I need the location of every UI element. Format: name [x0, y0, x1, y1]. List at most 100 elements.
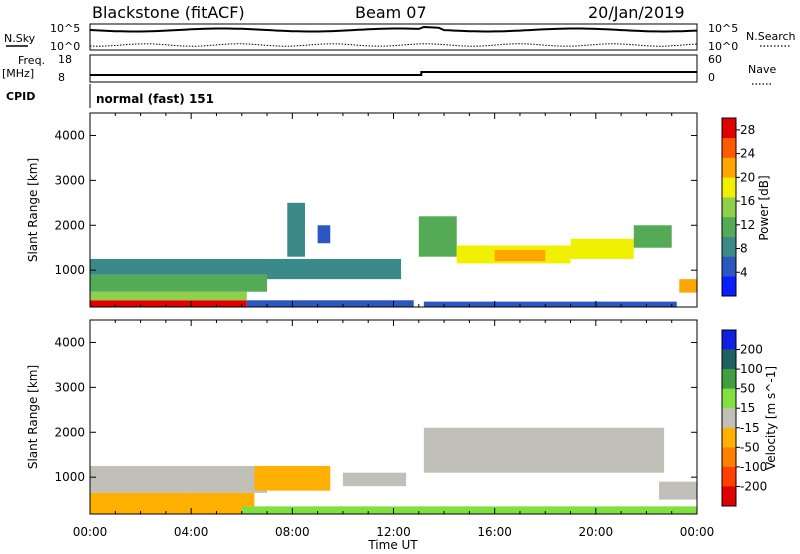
colorbar-tick-label: 50 [740, 382, 755, 396]
power-colorbar-label: Power [dB] [757, 175, 771, 240]
velocity-colorbar-label: Velocity [m s^-1] [764, 366, 778, 470]
beam-title: Beam 07 [355, 3, 427, 22]
noise-tick-left-bottom: 10^0 [50, 40, 80, 53]
x-tick-label: 04:00 [174, 525, 209, 539]
noise-panel: N.Sky 10^5 10^0 10^5 10^0 N.Search [4, 22, 796, 53]
nsky-trace [89, 25, 698, 33]
heatmap-cell [90, 258, 280, 275]
colorbar-frame [721, 329, 737, 507]
colorbar-tick-label: -100 [740, 460, 767, 474]
x-tick-label: 08:00 [275, 525, 310, 539]
colorbar-swatch [722, 427, 736, 448]
cpid-label: CPID [6, 90, 35, 103]
colorbar-swatch [722, 447, 736, 468]
colorbar-swatch [722, 486, 736, 507]
noise-tick-right-top: 10^5 [708, 22, 738, 35]
colorbar-tick-label: 4 [740, 265, 748, 279]
colorbar-swatch [722, 256, 736, 277]
noise-panel-frame [89, 23, 698, 51]
power-heatmap [90, 202, 697, 307]
y-tick-label: 2000 [54, 218, 85, 232]
velocity-ylabel: Slant Range [km] [26, 365, 40, 469]
y-tick-label: 3000 [54, 380, 85, 394]
colorbar-tick-label: 16 [740, 194, 755, 208]
x-axis-label: Time UT [367, 538, 418, 552]
heatmap-cell [90, 291, 247, 301]
colorbar-tick-label: 24 [740, 147, 755, 161]
heatmap-cell [342, 472, 407, 487]
heatmap-cell [423, 427, 665, 473]
nsearch-trace [89, 43, 698, 47]
nave-label: Nave [748, 63, 776, 76]
cpid-panel: CPID normal (fast) 151 [6, 84, 214, 108]
velocity-panel: 1000 2000 3000 4000 Slant Range [km] [26, 319, 698, 515]
y-tick-label: 4000 [54, 335, 85, 349]
date-title: 20/Jan/2019 [588, 3, 685, 22]
colorbar-tick-label: 100 [740, 362, 763, 376]
colorbar-swatch [722, 216, 736, 237]
nave-tick-bottom: 0 [708, 71, 715, 84]
x-tick-labels: 00:00 04:00 08:00 12:00 16:00 20:00 00:00 [73, 525, 715, 539]
x-tick-label: 20:00 [579, 525, 614, 539]
freq-panel-frame [89, 54, 698, 83]
freq-panel: Freq. [MHz] 18 8 60 0 Nave [2, 53, 776, 85]
heatmap-cell [659, 481, 697, 500]
colorbar-swatch [722, 408, 736, 429]
y-tick-label: 2000 [54, 425, 85, 439]
power-panel-frame [89, 112, 698, 308]
colorbar-swatch [722, 197, 736, 218]
colorbar-tick-label: 28 [740, 123, 755, 137]
colorbar-swatch [722, 388, 736, 409]
colorbar-tick-label: -15 [740, 421, 760, 435]
heatmap-cell [494, 249, 546, 262]
heatmap-cell [254, 465, 331, 491]
colorbar-tick-label: 8 [740, 242, 748, 256]
colorbar-swatch [722, 369, 736, 389]
power-colorbar: Power [dB] 4 8 12 16 20 24 28 [721, 117, 771, 297]
nsearch-label: N.Search [746, 30, 796, 43]
colorbar-swatch [722, 236, 736, 257]
noise-tick-left-top: 10^5 [50, 22, 80, 35]
colorbar-swatch [722, 466, 736, 487]
colorbar-swatch [722, 118, 736, 139]
freq-tick-top: 18 [58, 53, 72, 66]
power-ylabel: Slant Range [km] [26, 158, 40, 262]
y-tick-label: 4000 [54, 128, 85, 142]
velocity-colorbar: Velocity [m s^-1] 200 100 50 15 -15 -50 -100 -2… [721, 329, 778, 507]
heatmap-cell [90, 274, 268, 292]
heatmap-cell [90, 492, 255, 514]
colorbar-swatch [722, 276, 736, 297]
colorbar-tick-label: 200 [740, 343, 763, 357]
y-tick-label: 1000 [54, 470, 85, 484]
y-tick-label: 1000 [54, 263, 85, 277]
colorbar-swatch [722, 177, 736, 198]
velocity-heatmap [90, 427, 697, 514]
colorbar-tick-label: 15 [740, 401, 755, 415]
colorbar-swatch [722, 330, 736, 350]
heatmap-cell [246, 300, 414, 307]
colorbar-tick-label: -200 [740, 479, 767, 493]
heatmap-cell [679, 279, 697, 293]
x-tick-label: 00:00 [73, 525, 108, 539]
heatmap-cell [633, 225, 672, 248]
heatmap-cell [418, 216, 457, 257]
station-title: Blackstone (fitACF) [92, 3, 245, 22]
heatmap-cell [317, 225, 331, 244]
x-tick-label: 00:00 [680, 525, 715, 539]
colorbar-frame [721, 117, 737, 297]
colorbar-tick-label: 12 [740, 218, 755, 232]
y-tick-label: 3000 [54, 173, 85, 187]
cpid-text: normal (fast) 151 [96, 92, 214, 106]
heatmap-cell [287, 202, 305, 257]
colorbar-swatch [722, 157, 736, 178]
freq-unit: [MHz] [2, 67, 34, 80]
velocity-panel-frame [89, 319, 698, 515]
colorbar-tick-label: 20 [740, 170, 755, 184]
nave-tick-top: 60 [708, 53, 722, 66]
colorbar-swatch [722, 137, 736, 158]
heatmap-cell [241, 506, 697, 514]
colorbar-tick-label: -50 [740, 440, 760, 454]
x-tick-label: 16:00 [477, 525, 512, 539]
noise-tick-right-bottom: 10^0 [708, 40, 738, 53]
freq-trace [90, 71, 697, 76]
